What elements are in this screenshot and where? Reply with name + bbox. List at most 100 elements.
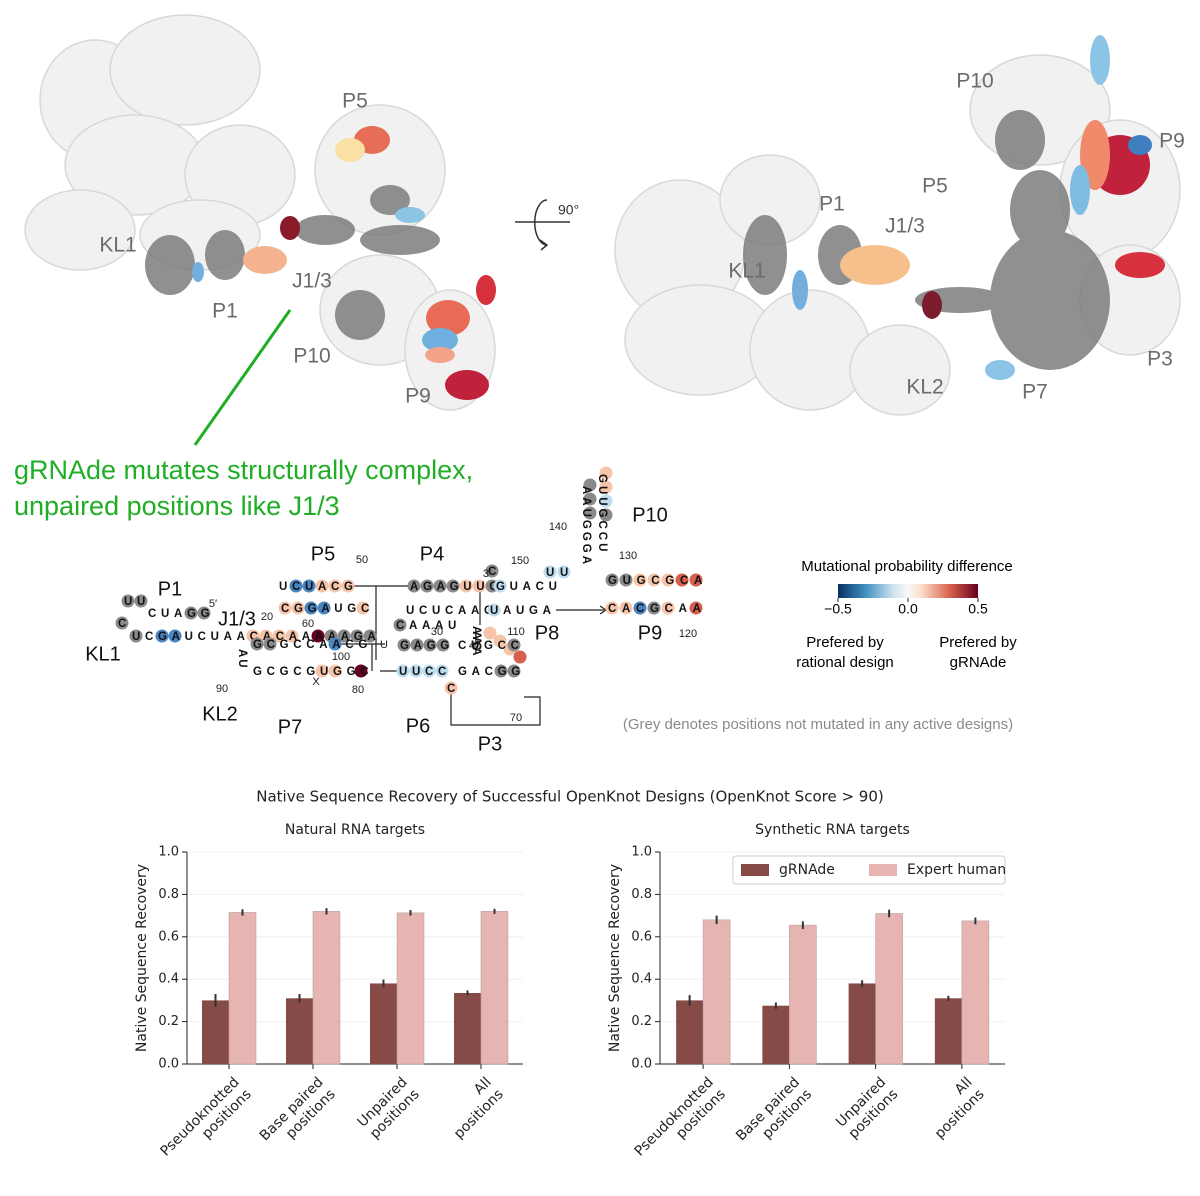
nucleotide-row: CGGAUGC: [281, 603, 374, 615]
x-tick-label: Allpositions: [439, 1074, 507, 1142]
nucleotide-circle: [599, 494, 613, 508]
nucleotide-circle: [507, 664, 521, 678]
render-label: P3: [1147, 348, 1173, 371]
position-label: 20: [261, 611, 273, 623]
structure-connectors: [340, 585, 608, 726]
nucleotide-circle: [661, 601, 675, 615]
bar: [934, 998, 962, 1064]
annotation: gRNAde mutates structurally complex,: [14, 455, 473, 485]
nucleotide-circle: [304, 601, 318, 615]
nucleotide-circle: [599, 508, 613, 522]
nucleotide-circle: [513, 650, 527, 664]
nucleotide-circle: [583, 492, 597, 506]
charts-title: Native Sequence Recovery of Successful O…: [256, 788, 884, 806]
nucleotide-row: UU: [546, 567, 574, 579]
nucleotide-circle: [689, 573, 703, 587]
position-label: 100: [332, 651, 350, 663]
nucleotide-circle: [168, 629, 182, 643]
helix-label: P10: [632, 504, 668, 526]
nucleotide-circle: [134, 594, 148, 608]
position-label: 110: [507, 626, 525, 638]
annotation-line: [193, 309, 292, 446]
colorbar-high-label: Prefered by gRNAde: [939, 634, 1017, 671]
y-tick-label: 0.4: [158, 972, 179, 987]
colorbar-low-label: Prefered by rational design: [796, 634, 894, 671]
nucleotide-circle: [356, 601, 370, 615]
nucleotide-row: UCGAUCUAACACAAAAAGA: [132, 631, 380, 643]
nucleotide-row: UAUGA: [490, 605, 556, 617]
nucleotide-circle: [422, 664, 436, 678]
position-label: 60: [302, 618, 314, 630]
render-label: P5: [342, 90, 368, 113]
position-label: 150: [511, 555, 529, 567]
render-label: P1: [212, 300, 238, 323]
nucleotide-row: AAACA: [470, 626, 482, 655]
nucleotide-circle: [507, 638, 521, 652]
legend-swatch: [869, 864, 897, 876]
nucleotide-circle: [302, 579, 316, 593]
x-tick-label: Pseudoknottedpositions: [632, 1074, 729, 1171]
nucleotide-circle: [155, 629, 169, 643]
nucleotide-circle: [363, 629, 377, 643]
x-tick-label: Base pairedpositions: [733, 1074, 815, 1156]
nucleotide-row: GCGCGUGGC: [253, 666, 373, 678]
position-label: 40: [469, 640, 481, 652]
helix-label: P6: [406, 715, 430, 737]
nucleotide-circle: [485, 564, 499, 578]
nucleotide-circle: [435, 664, 449, 678]
nucleotide-row: C: [118, 618, 126, 630]
nucleotide-circle: [633, 601, 647, 615]
rotation-label: 90°: [558, 202, 579, 218]
colorbar: [838, 584, 978, 598]
nucleotide-row: AAUGGGA: [580, 486, 592, 567]
nucleotide-row: UCUCAAC: [406, 605, 497, 617]
nucleotide-circle: [291, 601, 305, 615]
bar: [480, 911, 509, 1065]
helix-label: P9: [638, 622, 662, 644]
nucleotide-circle: [129, 629, 143, 643]
nucleotide-circle: [619, 573, 633, 587]
position-label: 120: [679, 628, 697, 640]
nucleotide-circle: [459, 579, 473, 593]
y-axis-label: Native Sequence Recovery: [134, 864, 150, 1052]
helix-label: KL2: [202, 703, 238, 725]
nucleotide-circle: [605, 601, 619, 615]
y-tick-label: 0.8: [158, 887, 179, 902]
bar: [762, 1005, 790, 1064]
nucleotide-circle: [354, 664, 368, 678]
bar: [875, 913, 903, 1065]
nucleotide-circle: [420, 579, 434, 593]
helix-label: P7: [278, 716, 302, 738]
bar: [789, 924, 817, 1065]
nucleotide-row: UCUACG: [279, 581, 358, 593]
nucleotide-circle: [599, 466, 613, 480]
nucleotide-row: GCGCCAACG: [253, 639, 372, 651]
bar: [286, 998, 313, 1064]
nucleotide-circle: [409, 664, 423, 678]
helix-label: P3: [478, 733, 502, 755]
nucleotide-circle: [444, 681, 458, 695]
bar: [454, 992, 481, 1064]
legend-swatch: [741, 864, 769, 876]
nucleotide-circle: [184, 606, 198, 620]
y-tick-label: 0.2: [158, 1014, 179, 1029]
position-label: 5′: [209, 598, 217, 610]
y-tick-label: 0.0: [631, 1057, 652, 1072]
y-tick-label: 0.6: [631, 929, 652, 944]
render-label: P7: [1022, 381, 1048, 404]
nucleotide-circle: [328, 579, 342, 593]
nucleotide-row: GUUGCCU: [596, 474, 608, 554]
bar: [676, 1000, 704, 1064]
bar: [961, 920, 990, 1065]
right-render: [614, 35, 1181, 416]
position-label: 3′: [483, 568, 491, 580]
y-tick-label: 0.6: [158, 929, 179, 944]
bar: [370, 983, 397, 1064]
nucleotide-row: GACGG: [458, 666, 525, 678]
bar: [312, 911, 341, 1065]
position-label: 80: [352, 684, 364, 696]
position-label: 90: [216, 683, 228, 695]
nucleotide-circle: [599, 480, 613, 494]
annotation: unpaired positions like J1/3: [14, 491, 340, 521]
nucleotide-circle: [315, 579, 329, 593]
